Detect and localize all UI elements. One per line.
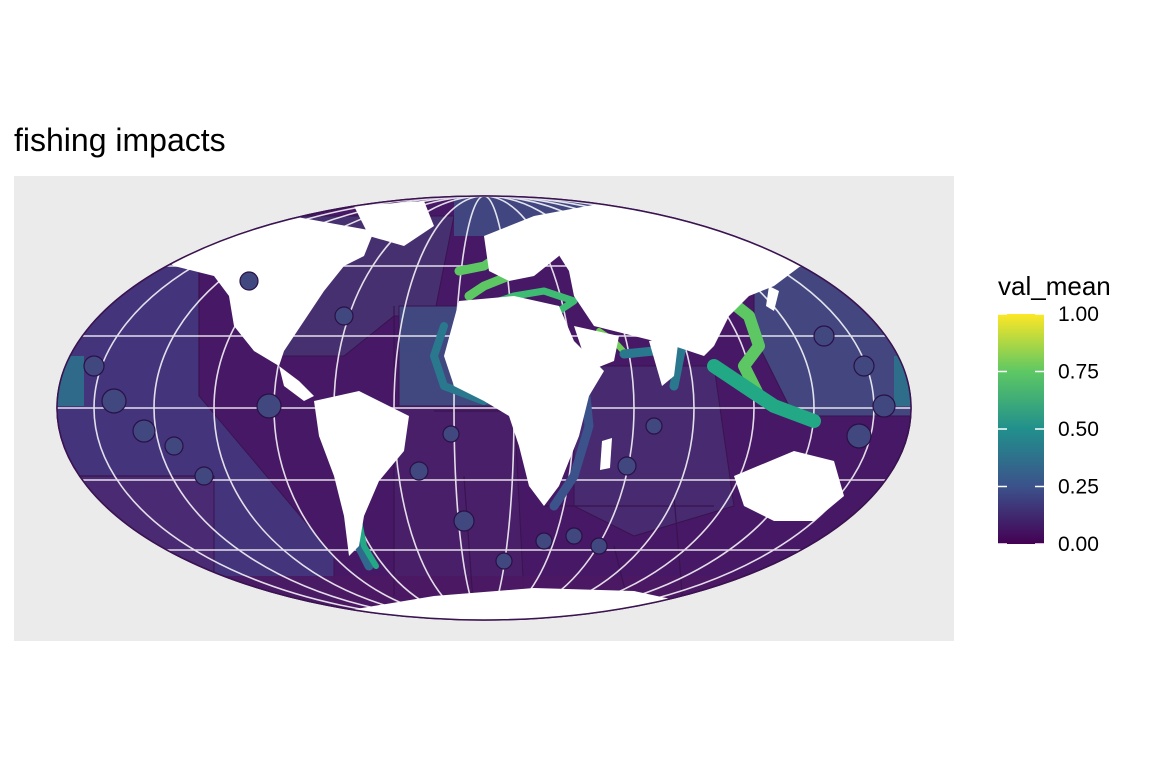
region-indian-ocean [573,365,735,537]
coast-west-africa [430,322,488,405]
map-panel [14,176,954,641]
eez-circle [535,532,553,550]
eez-circle [813,325,835,347]
eez-circle [872,394,896,418]
eez-circle [132,419,156,443]
legend-tick-label: 1.00 [1058,303,1099,326]
region-west-edge [57,356,84,406]
legend-colorbar: 0.00 0.25 0.50 0.75 1.00 [998,303,1099,556]
land-south-america [314,391,409,556]
legend-tick-label: 0.50 [1058,418,1099,441]
coast-east-asia [718,290,765,402]
eez-circle [334,306,354,326]
eez-circle [495,552,513,570]
chart-title: fishing impacts [14,122,226,158]
land-new-zealand [864,511,874,531]
eez-circle [617,456,637,476]
color-legend: val_mean 0.00 0.25 0.50 0.75 1.00 [998,270,1148,560]
eez-circle [409,461,429,481]
eez-circle [194,466,214,486]
eez-circle [846,423,872,449]
land-greenland [354,201,434,246]
eez-circle [256,393,282,419]
eez-circle [101,388,127,414]
land-australia [734,451,844,521]
land-japan [766,286,779,311]
legend-title: val_mean [998,271,1111,301]
legend-tick-label: 0.00 [1058,533,1099,556]
eez-circle [590,537,608,555]
region-south-pacific [57,475,215,620]
eez-circle [853,355,875,377]
legend-ticks: 0.00 0.25 0.50 0.75 1.00 [998,303,1099,556]
eez-circle [565,527,583,545]
coast-se-asia [707,359,821,428]
land-central-america [279,366,314,401]
land-africa [444,296,604,506]
eez-circle [239,271,259,291]
region-east-edge [894,356,911,406]
world-map [56,195,912,621]
land-arabia [574,326,619,371]
eez-circle [83,355,105,377]
island-eezs [83,271,896,570]
eez-circle [442,425,460,443]
legend-tick-label: 0.75 [1058,361,1099,384]
eez-circle [164,436,184,456]
land-india [649,336,679,386]
globe-outline [56,195,912,621]
eez-circle [645,417,663,435]
legend-tick-label: 0.25 [1058,476,1099,499]
eez-circle [453,510,475,532]
land-madagascar [600,438,612,470]
